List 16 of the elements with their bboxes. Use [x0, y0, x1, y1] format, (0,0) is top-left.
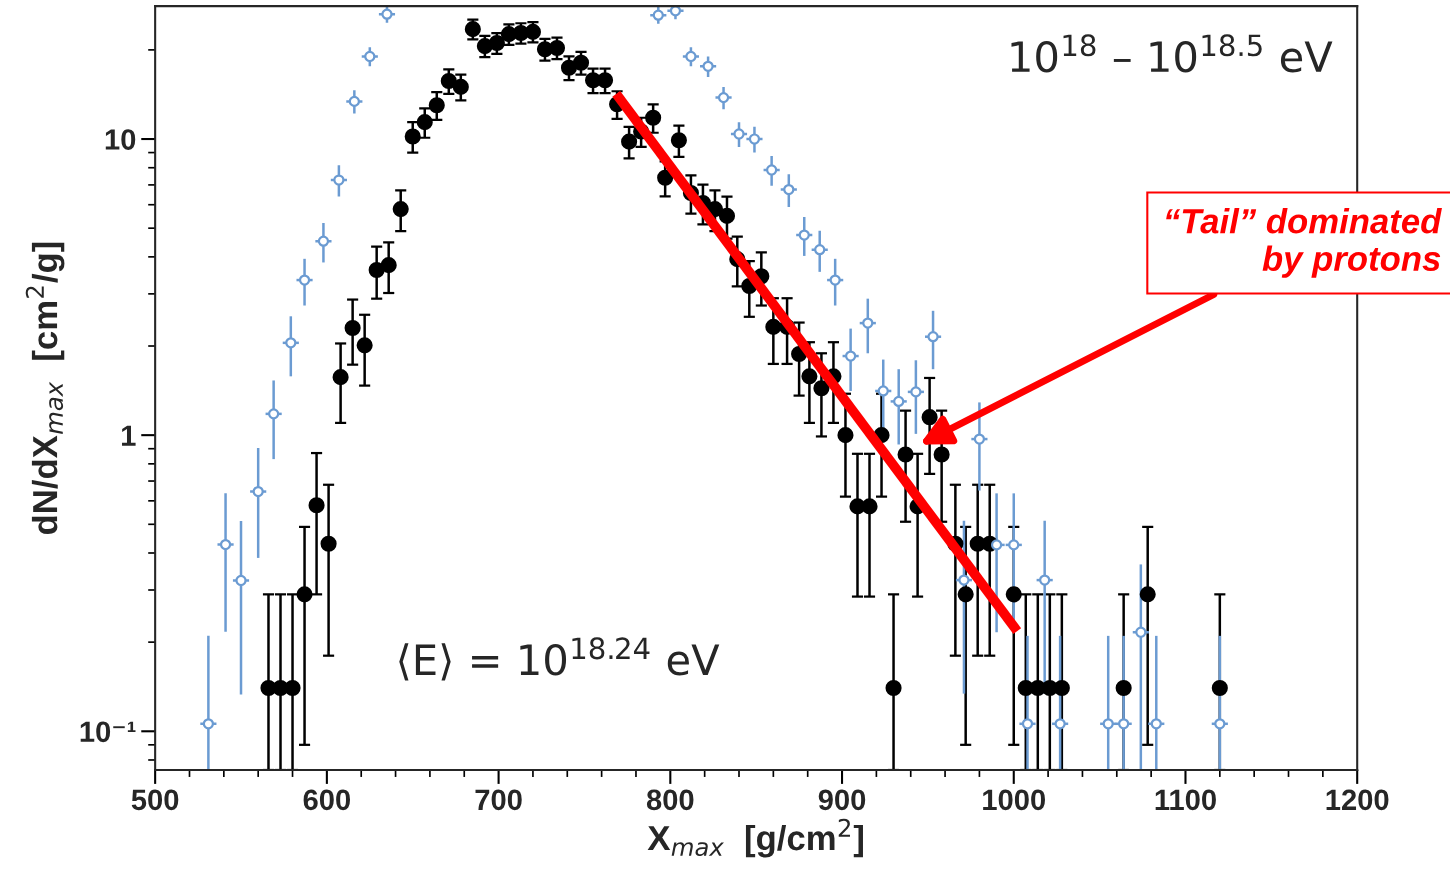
x-tick-label: 800: [646, 789, 694, 811]
x-tick-label: 1000: [983, 789, 1046, 811]
x-tick-label: 1200: [1326, 789, 1389, 811]
x-axis-title: X$_{max}$ [g/cm$^{2}$]: [647, 818, 863, 858]
annotation: 10$^{18}$ – 10$^{18.5}$ eV: [1011, 34, 1333, 73]
x-tick-label: 1100: [1155, 789, 1216, 811]
y-tick-label: 10⁻¹: [80, 721, 136, 743]
y-tick-label: 10: [105, 129, 136, 150]
x-tick-label: 700: [475, 789, 522, 811]
y-tick-label: 1: [122, 425, 136, 446]
y-axis-title: dN/dX$_{max}$ [cm$^{2}$/g]: [25, 242, 65, 535]
x-tick-label: 900: [818, 789, 866, 811]
x-tick-label: 600: [303, 789, 351, 811]
annotation: “Tail” dominated by protons: [1166, 208, 1442, 278]
x-tick-label: 500: [131, 789, 179, 811]
annotation: ⟨E⟩ = 10$^{18.24}$ eV: [399, 637, 720, 681]
